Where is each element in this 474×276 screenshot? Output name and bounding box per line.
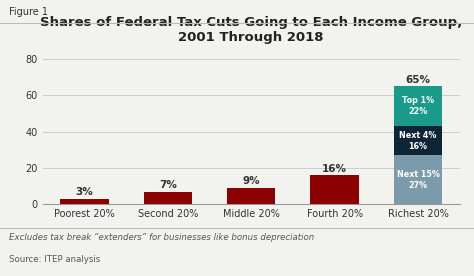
Bar — [394, 126, 442, 155]
Text: Next 4%
16%: Next 4% 16% — [400, 131, 437, 151]
Text: Excludes tax break “extenders” for businesses like bonus depreciation: Excludes tax break “extenders” for busin… — [9, 233, 315, 242]
Bar — [60, 199, 109, 204]
Bar — [394, 86, 442, 126]
Text: 3%: 3% — [75, 187, 93, 197]
Bar — [394, 155, 442, 204]
Text: 9%: 9% — [242, 176, 260, 186]
Bar — [310, 175, 359, 204]
Text: Next 15%
27%: Next 15% 27% — [397, 170, 439, 190]
Text: 16%: 16% — [322, 164, 347, 174]
Bar — [144, 192, 192, 204]
Text: 65%: 65% — [406, 75, 430, 84]
Text: Figure 1: Figure 1 — [9, 7, 48, 17]
Title: Shares of Federal Tax Cuts Going to Each Income Group,
2001 Through 2018: Shares of Federal Tax Cuts Going to Each… — [40, 16, 462, 44]
Text: Top 1%
22%: Top 1% 22% — [402, 96, 434, 116]
Text: 7%: 7% — [159, 180, 177, 190]
Bar — [227, 188, 275, 204]
Text: Source: ITEP analysis: Source: ITEP analysis — [9, 255, 101, 264]
